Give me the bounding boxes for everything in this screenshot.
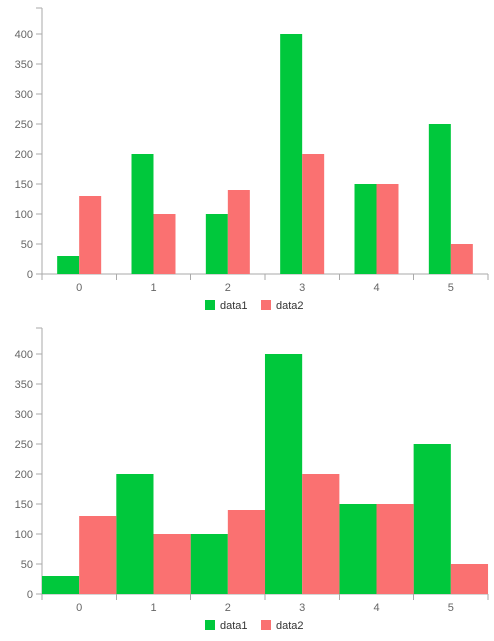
bar-data2-0: [79, 516, 117, 594]
bar-data1-4: [354, 184, 377, 274]
bar-data1-1: [116, 474, 154, 594]
legend-item-data1[interactable]: data1: [205, 620, 248, 632]
bar-data1-2: [205, 214, 228, 274]
y-tick-label: 400: [15, 349, 33, 361]
x-tick-label: 1: [150, 282, 156, 294]
y-tick-label: 250: [15, 439, 33, 451]
bar-data2-3: [302, 154, 325, 274]
y-tick-label: 150: [15, 179, 33, 191]
legend-swatch: [205, 300, 215, 310]
legend-item-data2[interactable]: data2: [261, 300, 304, 312]
bar-data1-4: [339, 504, 377, 594]
legend-label: data1: [220, 300, 248, 312]
y-tick-label: 0: [27, 589, 33, 601]
bar-data2-2: [227, 510, 266, 594]
x-tick-label: 2: [225, 282, 231, 294]
x-tick-label: 4: [373, 602, 379, 614]
bar-data1-2: [190, 534, 228, 594]
x-tick-label: 3: [299, 282, 305, 294]
x-tick-label: 5: [448, 602, 454, 614]
bar-data1-5: [413, 444, 451, 594]
y-tick-label: 300: [15, 89, 33, 101]
bar-data2-0: [79, 196, 102, 274]
x-tick-label: 1: [150, 602, 156, 614]
legend-item-data1[interactable]: data1: [205, 300, 248, 312]
legend-label: data2: [276, 620, 304, 632]
bar-chart-1: 0 50 100 150 200 250 300 350 400 0 1 2 3 4 5 data1 data2: [15, 7, 489, 312]
x-tick-label: 5: [448, 282, 454, 294]
bar-data1-3: [264, 354, 303, 594]
y-tick-label: 0: [27, 269, 33, 281]
bar-data2-1: [153, 214, 176, 274]
bar-data1-5: [428, 124, 451, 274]
y-tick-label: 200: [15, 149, 33, 161]
x-tick-label: 0: [76, 282, 82, 294]
y-tick-label: 400: [15, 29, 33, 41]
legend-swatch: [205, 620, 215, 630]
bar-data1-1: [131, 154, 154, 274]
y-tick-label: 100: [15, 529, 33, 541]
y-tick-label: 200: [15, 469, 33, 481]
y-tick-label: 300: [15, 409, 33, 421]
bar-data1-0: [57, 256, 80, 274]
bar-data2-1: [153, 534, 191, 594]
bar-data2-2: [227, 190, 250, 274]
bar-data2-3: [302, 474, 340, 594]
x-tick-label: 0: [76, 602, 82, 614]
legend-label: data1: [220, 620, 248, 632]
bar-data2-5: [450, 564, 489, 594]
bar-data1-0: [41, 576, 80, 594]
x-tick-label: 4: [373, 282, 379, 294]
y-tick-label: 50: [21, 239, 33, 251]
bar-data2-4: [376, 184, 399, 274]
x-tick-label: 2: [225, 602, 231, 614]
y-tick-label: 50: [21, 559, 33, 571]
legend-swatch: [261, 620, 271, 630]
y-tick-label: 100: [15, 209, 33, 221]
legend-item-data2[interactable]: data2: [261, 620, 304, 632]
y-tick-label: 150: [15, 499, 33, 511]
bar-chart-2: 0 50 100 150 200 250 300 350 400 0 1 2 3 4 5 data1 data2: [15, 327, 489, 632]
bar-data2-5: [450, 244, 473, 274]
y-tick-label: 350: [15, 59, 33, 71]
legend-swatch: [261, 300, 271, 310]
bar-data1-3: [280, 34, 303, 274]
x-tick-label: 3: [299, 602, 305, 614]
y-tick-label: 350: [15, 379, 33, 391]
bar-data2-4: [376, 504, 414, 594]
legend-label: data2: [276, 300, 304, 312]
y-tick-label: 250: [15, 119, 33, 131]
